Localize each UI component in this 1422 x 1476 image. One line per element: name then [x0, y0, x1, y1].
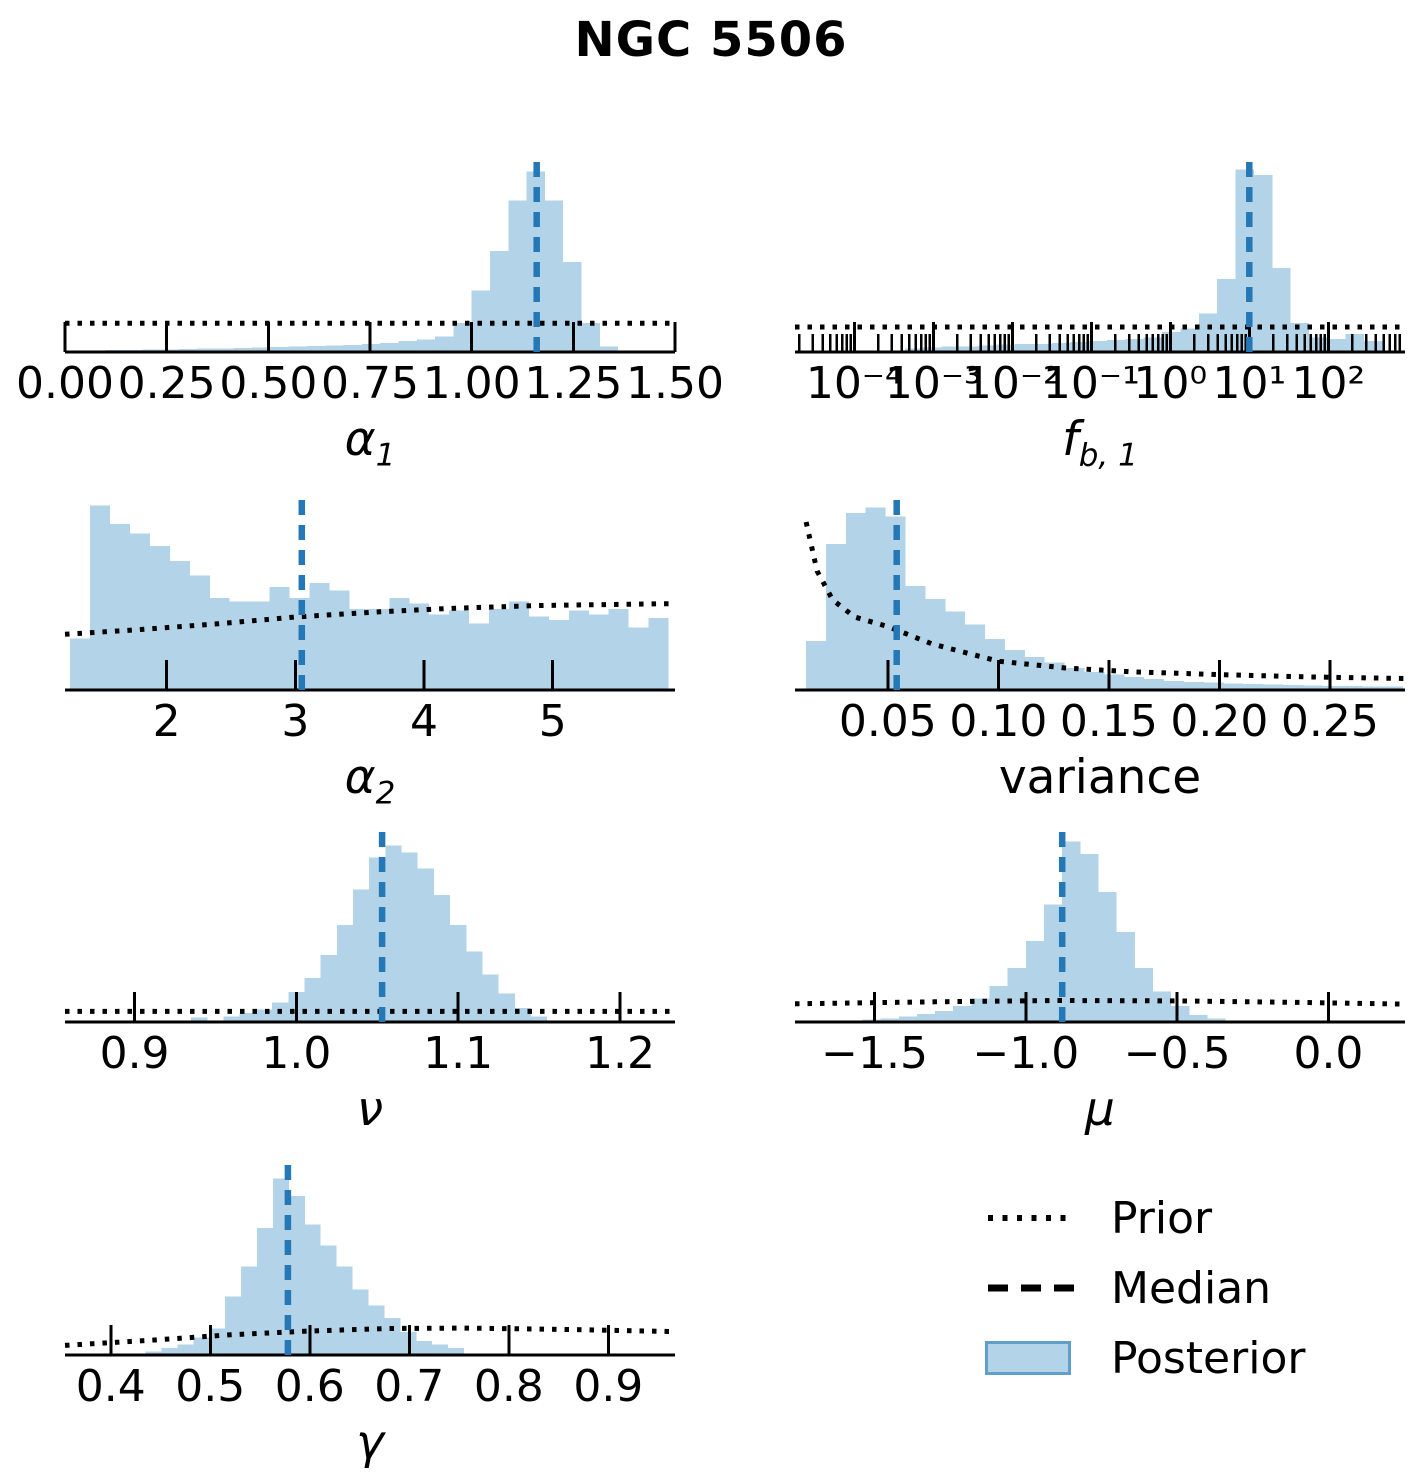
- tick-label: 0.9: [573, 1361, 644, 1412]
- plot-area-variance: [795, 500, 1406, 692]
- legend-label-prior: Prior: [1111, 1192, 1213, 1244]
- subplot-mu: −1.5 −1.0 −0.5 0.0 μ: [794, 830, 1406, 1133]
- tick-label: 10⁻⁴: [805, 358, 903, 409]
- xlabel-subscript: 2: [375, 775, 396, 812]
- xlabel-base: f: [1062, 412, 1079, 467]
- prior-curve-variance: [803, 521, 1406, 681]
- xlabel-base: variance: [998, 750, 1202, 805]
- median-line-sample-svg: [988, 1284, 1075, 1292]
- posterior-histogram-alpha-2: [70, 505, 669, 690]
- xlabel-nu: ν: [357, 1086, 383, 1133]
- tick-label: 10⁰: [1133, 358, 1208, 409]
- subplot-gamma: 0.4 0.5 0.6 0.7 0.8 0.9 γ: [64, 1163, 676, 1466]
- tick-label: 0.0: [1293, 1028, 1364, 1079]
- tick-label: 0.05: [838, 696, 937, 747]
- tick-label: 0.25: [117, 358, 216, 409]
- tick-label: −1.5: [821, 1028, 928, 1079]
- posterior-histogram-nu: [191, 845, 548, 1022]
- tick-label: 1.2: [584, 1028, 655, 1079]
- tick-label: 0.75: [321, 358, 419, 409]
- tick-label: 0.4: [75, 1361, 146, 1412]
- subplot-f-b-1: 10⁻⁴ 10⁻³ 10⁻² 10⁻¹ 10⁰ 10¹ 10² fb, 1: [795, 160, 1405, 471]
- tick-label: 10⁻³: [884, 358, 982, 409]
- posterior-histogram-f-b-1: [904, 169, 1383, 352]
- xlabel-subscript: b, 1: [1078, 437, 1138, 474]
- xlabel-base: α: [344, 750, 376, 805]
- posterior-patch-swatch: [985, 1341, 1071, 1375]
- posterior-histogram-alpha-1: [87, 171, 619, 352]
- tick-label: 10⁻²: [963, 358, 1061, 409]
- tick-label: 3: [281, 696, 310, 747]
- prior-curve-mu: [794, 997, 1406, 1007]
- tick-label: 5: [538, 696, 567, 747]
- plot-area-gamma: [64, 1165, 676, 1357]
- xlabel-gamma: γ: [356, 1419, 384, 1466]
- posterior-histogram-gamma: [145, 1178, 464, 1355]
- xlabel-base: ν: [356, 1082, 384, 1137]
- tick-label: 0.50: [219, 358, 318, 409]
- xlabel-f-b-1: fb, 1: [1062, 416, 1138, 471]
- figure-title: NGC 5506: [574, 12, 848, 68]
- xlabel-base: μ: [1085, 1082, 1115, 1137]
- tick-label: 1.50: [626, 358, 724, 409]
- prior-curve-alpha-2: [64, 601, 676, 637]
- tick-label: 0.00: [16, 358, 114, 409]
- subplot-alpha-2: 2 3 4 5 α2: [64, 498, 676, 809]
- subplot-nu: 0.9 1.0 1.1 1.2 ν: [65, 830, 675, 1133]
- tick-label: 1.25: [524, 358, 623, 409]
- legend-label-median: Median: [1111, 1262, 1272, 1314]
- xlabel-base: α: [344, 412, 376, 467]
- xlabel-subscript: 1: [375, 437, 396, 474]
- xlabel-mu: μ: [1085, 1086, 1115, 1133]
- xlabel-alpha-2: α2: [345, 754, 396, 809]
- median-dashed-line-icon: [985, 1265, 1077, 1311]
- tick-label: 0.5: [175, 1361, 246, 1412]
- posterior-histogram-variance: [806, 507, 1403, 690]
- prior-dotted-line-icon: [985, 1195, 1077, 1241]
- tick-label: 0.20: [1170, 696, 1269, 747]
- plot-area-alpha-2: [64, 500, 676, 692]
- tick-label: 10⁻¹: [1042, 358, 1140, 409]
- subplot-alpha-1: 0.00 0.25 0.50 0.75 1.00 1.25 1.50 α1: [16, 160, 724, 471]
- plot-area-mu: [794, 832, 1406, 1024]
- tick-label: 0.8: [473, 1361, 544, 1412]
- tick-label: 0.15: [1059, 696, 1158, 747]
- legend-label-posterior: Posterior: [1111, 1332, 1306, 1384]
- tick-label: 1.1: [423, 1028, 494, 1079]
- tick-label: −0.5: [1123, 1028, 1231, 1079]
- xlabel-alpha-1: α1: [345, 416, 396, 471]
- tick-label: 0.7: [374, 1361, 445, 1412]
- legend-item-prior: Prior: [985, 1183, 1305, 1253]
- plot-area-f-b-1: [795, 162, 1405, 354]
- legend-item-posterior: Posterior: [985, 1323, 1305, 1393]
- posterior-patch-icon: [985, 1335, 1077, 1381]
- tick-label: 4: [410, 696, 439, 747]
- posterior-histogram-mu: [862, 841, 1226, 1022]
- tick-label: 2: [152, 696, 181, 747]
- xlabel-base: γ: [356, 1415, 384, 1470]
- prior-line-sample-svg: [988, 1215, 1075, 1221]
- tick-label: 10¹: [1212, 358, 1287, 409]
- tick-label: 0.9: [99, 1028, 170, 1079]
- legend-item-median: Median: [985, 1253, 1305, 1323]
- tick-label: 1.0: [261, 1028, 332, 1079]
- xlabel-variance: variance: [999, 754, 1201, 801]
- plot-area-nu: [65, 832, 675, 1024]
- tick-label: 0.25: [1280, 696, 1379, 747]
- subplot-variance: 0.05 0.10 0.15 0.20 0.25 variance: [795, 498, 1406, 801]
- legend: Prior Median Posterior: [985, 1183, 1305, 1393]
- plot-area-alpha-1: [63, 162, 677, 354]
- tick-label: 0.6: [274, 1361, 345, 1412]
- tick-label: 0.10: [949, 696, 1048, 747]
- tick-label: −1.0: [972, 1028, 1080, 1079]
- tick-label: 10²: [1291, 358, 1366, 409]
- tick-label: 1.00: [422, 358, 521, 409]
